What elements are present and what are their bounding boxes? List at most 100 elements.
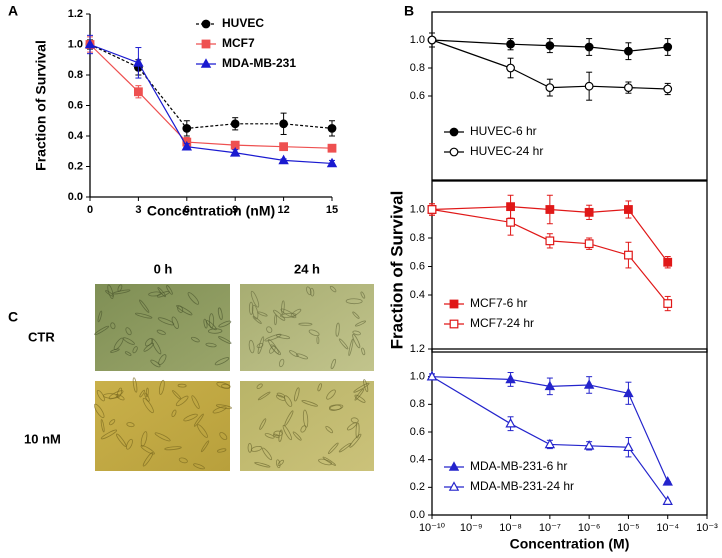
cell [353,382,370,393]
cell [140,431,148,447]
cell [207,328,223,334]
cell [257,391,271,401]
cell [352,333,361,349]
marker [182,123,192,133]
cell [215,404,232,410]
marker [624,205,633,214]
micrograph [240,284,374,371]
cell [116,433,127,447]
marker [545,205,555,214]
cell [278,358,285,368]
cell [363,379,369,393]
cell [164,446,182,451]
x-tick-label: 10⁻⁸ [499,522,522,534]
cell [218,336,232,344]
cell [290,308,302,317]
cell [94,325,110,336]
legend-label: MDA-MB-231 [222,56,296,70]
cell [301,400,318,407]
cell [154,432,171,442]
marker [505,373,516,384]
y-tick-label: 0.6 [68,99,83,111]
cell [100,429,118,440]
cell [346,422,357,431]
marker [448,461,460,471]
cell [352,311,360,319]
cell [109,419,116,426]
cell [175,395,189,407]
column-label: 24 h [294,261,320,276]
cell [193,463,205,470]
marker [624,250,633,260]
cell [191,395,200,409]
cell [218,320,232,328]
marker [181,140,193,151]
panel-label: A [8,3,18,19]
cell [335,322,340,337]
marker [662,476,673,486]
x-axis-label: Concentration (M) [510,536,630,552]
marker [327,143,337,153]
cell [145,387,149,398]
panel-label: B [404,3,414,19]
cell [298,322,313,326]
cell [171,316,179,329]
marker [134,87,143,97]
cell [158,354,167,366]
cell [126,422,135,428]
cell [177,305,184,313]
cell [166,285,173,295]
cell [266,326,273,334]
x-tick-label: 3 [135,204,141,216]
cell [264,433,275,439]
cell [217,307,223,320]
cell [113,337,124,351]
y-tick-label: 1.0 [410,203,425,215]
marker [583,440,595,450]
x-tick-label: 12 [277,204,289,216]
cell [156,329,166,335]
cell [157,317,175,326]
cell [262,447,273,461]
y-tick-label: 0.8 [410,62,425,74]
marker [545,236,555,246]
y-tick-label: 0.4 [410,289,425,301]
cell [216,448,227,453]
cell [318,458,333,466]
y-tick-label: 0.4 [410,454,425,466]
cell [308,329,320,337]
marker [201,19,211,29]
cell [360,291,366,299]
cell [276,459,281,469]
cell [248,339,255,354]
cell [110,322,116,330]
cell [96,389,105,402]
y-tick-label: 0.8 [410,232,425,244]
cell [325,425,334,434]
cell [216,381,231,389]
marker [584,81,594,91]
cell [254,462,271,468]
cell [132,346,138,354]
x-tick-label: 10⁻⁶ [578,522,601,534]
cell [178,457,188,464]
cell [140,445,155,455]
cell [338,338,349,350]
x-axis-label: Concentration (nM) [147,203,275,219]
marker [662,495,673,505]
marker [584,239,594,249]
y-axis-label: Fraction of Survival [387,191,406,350]
cell [200,440,210,453]
series-line [431,208,669,304]
legend-label: MDA-MB-231-24 hr [470,479,574,493]
cell [142,397,154,414]
y-tick-label: 1.0 [68,38,83,50]
marker [624,83,633,92]
y-tick-label: 0.6 [410,90,425,102]
cell [176,305,193,316]
y-tick-label: 1.0 [410,34,425,46]
legend-label: HUVEC-24 hr [470,144,543,158]
cell [115,393,125,401]
x-tick-label: 10⁻⁹ [460,522,483,534]
